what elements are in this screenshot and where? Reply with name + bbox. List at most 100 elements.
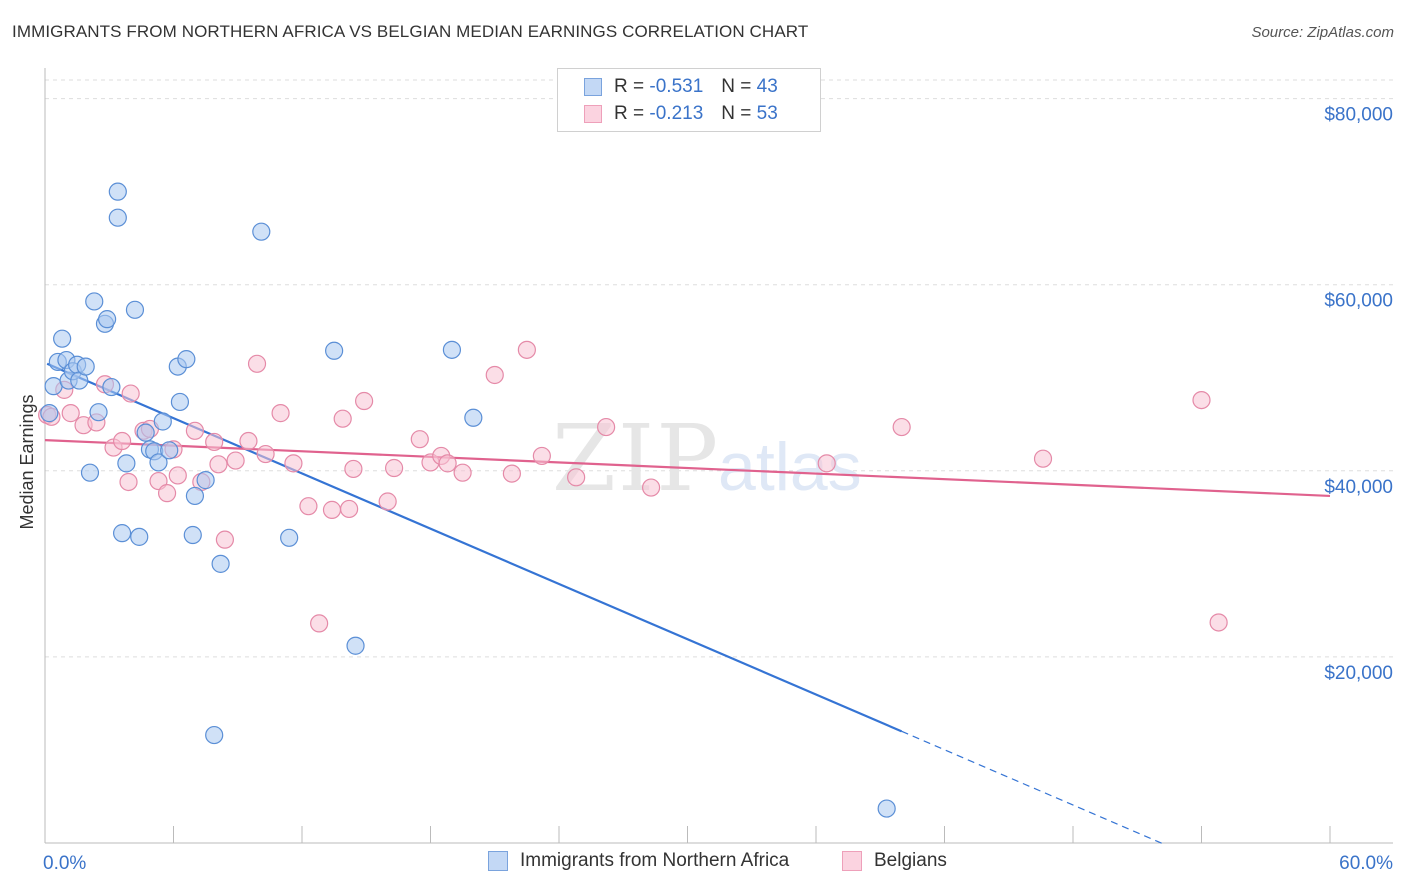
legend-n-label: N = — [721, 103, 752, 124]
y-tick-label: $20,000 — [1324, 663, 1393, 684]
series-name-belgians: Belgians — [874, 850, 947, 871]
data-point-belgians — [239, 431, 258, 451]
data-point-immigrants — [196, 471, 215, 490]
gridlines — [45, 79, 1393, 658]
y-tick-label: $60,000 — [1324, 291, 1393, 312]
data-point-belgians — [310, 614, 329, 633]
data-point-immigrants — [130, 527, 149, 546]
data-point-belgians — [567, 468, 586, 487]
data-point-belgians — [112, 431, 132, 451]
data-point-belgians — [185, 421, 205, 440]
data-point-immigrants — [325, 341, 344, 360]
data-point-immigrants — [112, 524, 132, 543]
series-swatch-pink — [842, 851, 862, 871]
data-point-immigrants — [117, 454, 136, 473]
legend-r-label: R = — [614, 103, 645, 124]
data-point-immigrants — [252, 222, 271, 241]
data-point-belgians — [1209, 613, 1228, 632]
data-point-immigrants — [205, 725, 224, 745]
data-point-belgians — [247, 354, 267, 373]
y-tick-label: $80,000 — [1324, 105, 1393, 126]
data-point-immigrants — [125, 300, 145, 319]
data-point-belgians — [284, 454, 303, 473]
data-point-immigrants — [160, 441, 179, 460]
legend-n-value-belgians: 53 — [756, 103, 778, 124]
legend-r-value-immigrants: -0.531 — [649, 76, 704, 97]
data-point-belgians — [61, 404, 80, 423]
data-point-belgians — [892, 417, 911, 437]
data-point-immigrants — [170, 392, 190, 412]
x-tick-label-min: 0.0% — [43, 853, 86, 874]
data-point-belgians — [344, 459, 363, 479]
data-point-belgians — [532, 446, 551, 466]
data-point-belgians — [121, 384, 140, 403]
data-point-immigrants — [877, 799, 896, 818]
data-point-immigrants — [136, 423, 155, 442]
data-point-belgians — [517, 340, 536, 359]
data-point-belgians — [485, 365, 504, 385]
data-point-immigrants — [442, 340, 462, 359]
data-point-belgians — [817, 454, 836, 473]
legend-r-label: R = — [614, 76, 645, 97]
watermark-atlas: atlas — [718, 429, 862, 505]
data-point-belgians — [1192, 390, 1211, 410]
data-point-belgians — [256, 444, 275, 464]
data-point-immigrants — [53, 329, 72, 348]
data-point-belgians — [378, 492, 397, 511]
data-point-immigrants — [85, 292, 104, 311]
data-point-belgians — [322, 500, 342, 519]
data-point-belgians — [168, 466, 187, 485]
trend-line-immigrants-extension — [901, 730, 1164, 845]
data-point-belgians — [157, 484, 177, 503]
data-point-immigrants — [464, 408, 483, 427]
series-legend: Immigrants from Northern Africa Belgians — [0, 850, 1406, 878]
legend-r-value-belgians: -0.213 — [649, 103, 704, 124]
legend-row-belgians: R = -0.213 N = 53 — [584, 101, 778, 127]
data-point-belgians — [340, 499, 359, 519]
data-point-immigrants — [89, 403, 108, 422]
legend-swatch-pink — [584, 105, 602, 123]
data-point-belgians — [205, 432, 224, 452]
legend-row-immigrants: R = -0.531 N = 43 — [584, 74, 778, 100]
data-point-immigrants — [183, 525, 202, 545]
data-point-belgians — [453, 463, 472, 482]
data-point-belgians — [438, 454, 457, 473]
series-name-immigrants: Immigrants from Northern Africa — [520, 850, 790, 871]
y-tick-label: $40,000 — [1324, 477, 1393, 498]
axes — [44, 68, 1393, 844]
data-point-immigrants — [98, 310, 117, 329]
data-point-immigrants — [185, 486, 205, 506]
data-point-belgians — [271, 404, 290, 423]
data-point-immigrants — [346, 636, 365, 655]
x-tick-label-max: 60.0% — [1339, 853, 1393, 874]
data-point-immigrants — [102, 377, 121, 397]
data-point-belgians — [299, 497, 318, 516]
y-axis-title: Median Earnings — [17, 394, 37, 529]
legend-n-value-immigrants: 43 — [756, 76, 778, 97]
data-point-belgians — [384, 458, 404, 478]
data-point-belgians — [209, 455, 228, 474]
correlation-legend: R = -0.531 N = 43 R = -0.213 N = 53 — [557, 68, 821, 132]
data-point-belgians — [502, 464, 521, 483]
data-point-belgians — [410, 430, 429, 449]
data-points — [38, 182, 1228, 818]
data-point-immigrants — [280, 528, 299, 547]
data-point-belgians — [597, 417, 616, 437]
data-point-immigrants — [177, 350, 196, 369]
data-point-immigrants — [211, 554, 230, 573]
data-point-belgians — [1033, 449, 1053, 468]
axis-labels: $20,000 $40,000 $60,000 $80,000 0.0% 60.0% Med… — [17, 105, 1393, 874]
data-point-belgians — [333, 409, 352, 428]
data-point-immigrants — [153, 412, 172, 431]
data-point-belgians — [641, 478, 661, 497]
data-point-immigrants — [76, 357, 95, 376]
data-point-immigrants — [108, 182, 127, 201]
data-point-belgians — [355, 391, 374, 411]
watermark-zip: ZIP — [552, 405, 720, 512]
data-point-immigrants — [40, 404, 59, 423]
data-point-immigrants — [149, 453, 168, 472]
series-swatch-blue — [488, 851, 508, 871]
data-point-immigrants — [108, 208, 127, 227]
